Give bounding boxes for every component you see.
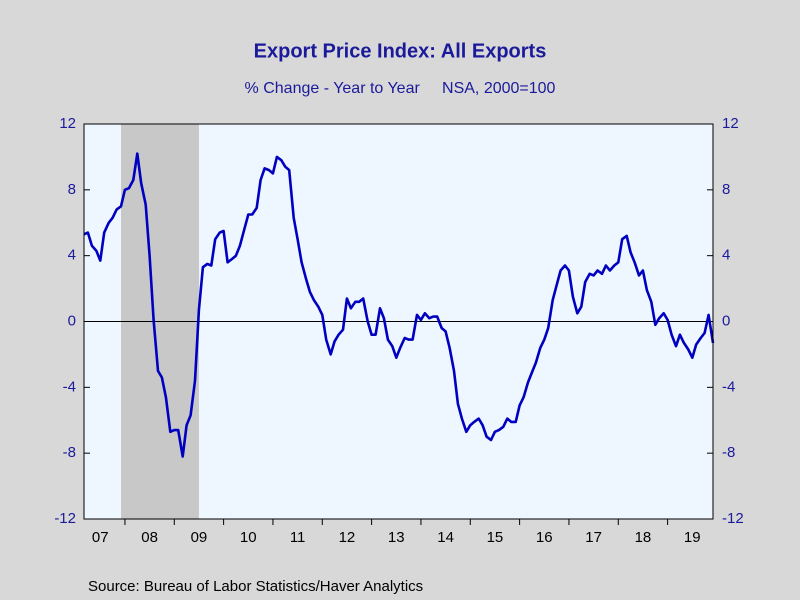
y2-tick-label: 12 <box>722 115 739 132</box>
y-tick-label: -8 <box>63 444 76 461</box>
y-tick-label: -12 <box>54 510 76 527</box>
x-tick-label: 08 <box>141 529 158 546</box>
x-tick-label: 10 <box>240 529 257 546</box>
x-tick-label: 09 <box>191 529 208 546</box>
x-tick-label: 13 <box>388 529 405 546</box>
y2-tick-label: 4 <box>722 247 730 264</box>
y2-tick-label: -8 <box>722 444 735 461</box>
x-tick-label: 19 <box>684 529 701 546</box>
x-tick-label: 07 <box>92 529 109 546</box>
y2-tick-label: 8 <box>722 181 730 198</box>
x-tick-label: 11 <box>290 529 306 546</box>
y-tick-label: -4 <box>63 378 76 395</box>
y-tick-label: 12 <box>59 115 76 132</box>
y2-tick-label: 0 <box>722 312 730 329</box>
x-tick-label: 12 <box>339 529 356 546</box>
x-tick-label: 18 <box>635 529 652 546</box>
data-line <box>83 152 715 458</box>
y2-tick-label: -12 <box>722 510 744 527</box>
x-tick-label: 14 <box>437 529 454 546</box>
chart-subtitle: % Change - Year to Year NSA, 2000=100 <box>245 80 556 97</box>
y2-tick-label: -4 <box>722 378 735 395</box>
chart-title: Export Price Index: All Exports <box>254 40 547 62</box>
y-tick-label: 4 <box>68 247 76 264</box>
y-tick-label: 8 <box>68 181 76 198</box>
plot-frame <box>83 123 714 520</box>
y-tick-label: 0 <box>68 312 76 329</box>
x-tick-label: 15 <box>487 529 504 546</box>
x-tick-label: 17 <box>585 529 602 546</box>
x-tick-label: 16 <box>536 529 553 546</box>
source-note: Source: Bureau of Labor Statistics/Haver… <box>88 578 423 595</box>
